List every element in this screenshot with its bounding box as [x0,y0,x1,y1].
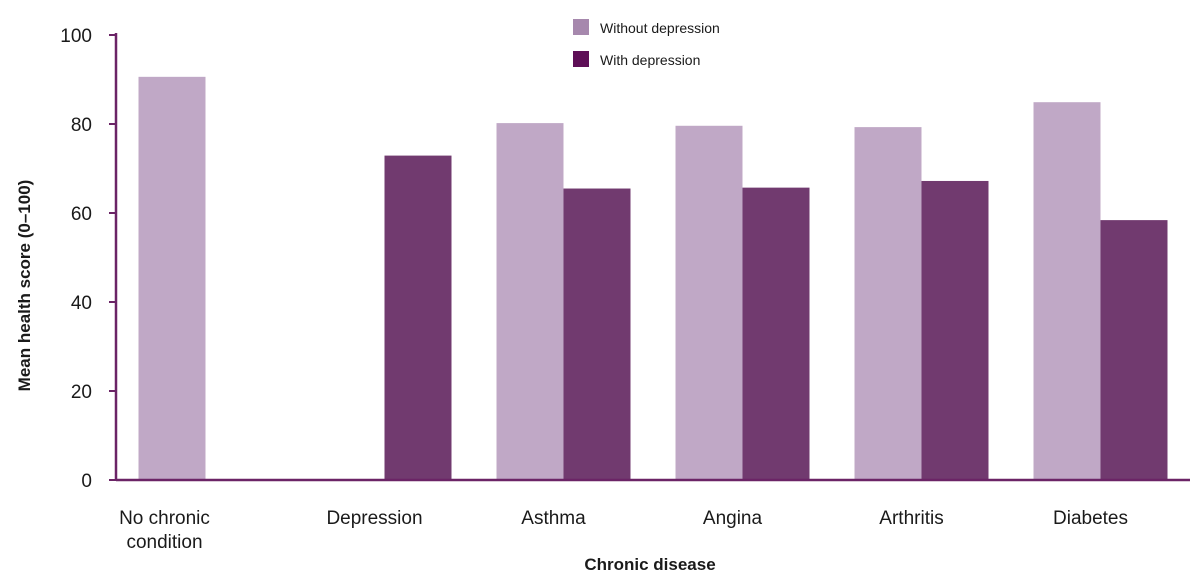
bar-without-depression-5 [1033,102,1101,480]
y-axis-title: Mean health score (0–100) [15,180,34,392]
x-category-label: Asthma [521,508,586,529]
y-tick-label: 100 [60,26,92,47]
x-axis-title: Chronic disease [584,555,715,574]
axes-group [114,33,1190,482]
legend-swatch [573,51,589,67]
legend: Without depression With depression [573,19,720,68]
x-category-label: Depression [326,508,422,529]
x-category-label: No chronic [119,508,210,529]
x-category-label: Arthritis [879,508,943,529]
y-tick-label: 80 [71,115,92,136]
y-ticks-group: 0 20 40 60 80 100 [60,26,116,492]
bar-with-depression-4 [921,180,989,480]
x-category-labels: No chronic condition Depression Asthma Angin… [119,508,1128,553]
bar-without-depression-2 [496,123,564,481]
bar-with-depression-1 [384,155,452,480]
bar-without-depression-0 [138,76,206,480]
bar-with-depression-5 [1100,220,1168,480]
y-tick-label: 0 [81,471,92,492]
y-tick-label: 40 [71,293,92,314]
legend-swatch [573,19,589,35]
legend-label: Without depression [600,20,720,36]
y-tick-label: 20 [71,382,92,403]
y-tick-label: 60 [71,204,92,225]
bars-group [138,76,1168,481]
x-category-label: Diabetes [1053,508,1128,529]
x-category-label: condition [126,532,202,553]
bar-without-depression-4 [854,127,922,481]
bar-without-depression-3 [675,125,743,480]
x-category-label: Angina [703,508,763,529]
bar-with-depression-3 [742,187,810,480]
legend-label: With depression [600,52,700,68]
bar-with-depression-2 [563,188,631,480]
